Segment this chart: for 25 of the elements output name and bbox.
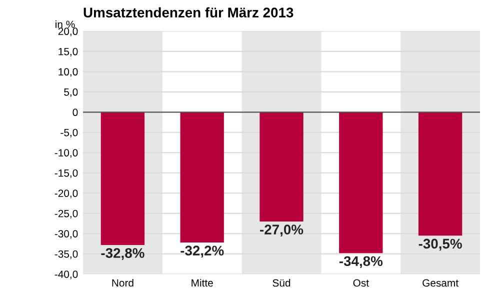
data-label: -32,8% — [101, 248, 144, 260]
y-tick-label: 15,0 — [58, 48, 78, 56]
x-tick-label: Mitte — [192, 278, 213, 287]
x-tick-label: Nord — [112, 278, 134, 287]
y-tick-label: -35,0 — [54, 250, 78, 259]
y-tick-label: -15,0 — [54, 169, 78, 178]
y-tick-label: -20,0 — [54, 190, 78, 198]
x-tick-label: Gesamt — [422, 279, 458, 287]
data-label: -32,2% — [180, 246, 224, 258]
y-tick-label: -10,0 — [54, 149, 78, 158]
y-tick-label: 5,0 — [64, 88, 78, 97]
y-tick-label: -5,0 — [60, 128, 78, 138]
data-label: -30,5% — [418, 238, 462, 251]
data-label: -27,0% — [260, 224, 304, 236]
y-tick-label: 0 — [72, 108, 78, 116]
y-axis-title: in % — [56, 20, 75, 28]
y-tick-label: -25,0 — [54, 210, 78, 218]
x-tick-label: Ost — [353, 279, 369, 287]
y-tick-label: -40,0 — [54, 270, 78, 280]
x-tick-label: Süd — [272, 278, 290, 287]
data-label: -34,8% — [339, 256, 383, 268]
y-tick-label: -30,0 — [54, 230, 78, 239]
chart-title: Umsatztendenzen für März 2013 — [84, 7, 294, 18]
y-tick-label: 20,0 — [58, 28, 78, 36]
y-tick-label: 10,0 — [58, 68, 78, 77]
